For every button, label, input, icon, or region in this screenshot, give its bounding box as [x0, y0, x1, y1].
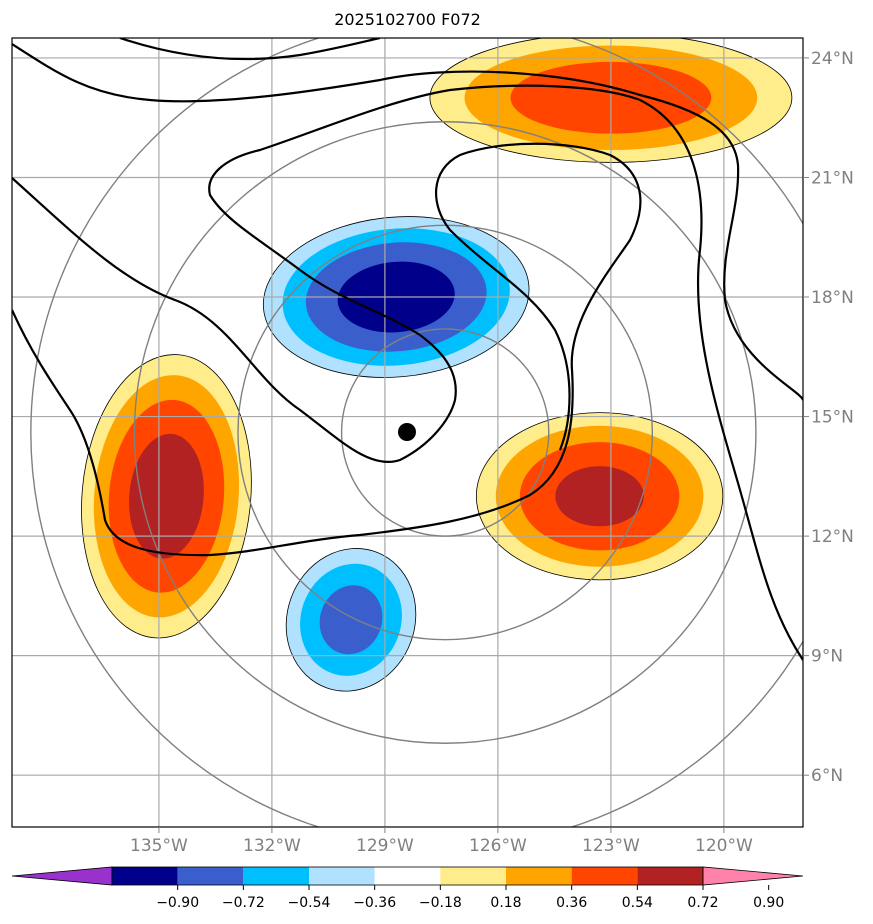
range-rings [30, 38, 803, 827]
plot-frame [11, 37, 804, 828]
x-tick-label: 123°W [582, 836, 640, 856]
y-tick-label: 12°N [811, 527, 854, 547]
y-tick-label: 21°N [811, 168, 854, 188]
colorbar-tick-label: −0.72 [222, 895, 265, 911]
contour-line [12, 43, 803, 401]
contour-line [12, 142, 642, 557]
colorbar-box [637, 867, 703, 885]
colorbar-tick-label: 0.72 [687, 895, 718, 911]
y-axis-ticks: 24°N 21°N 18°N 15°N 12°N 9°N 6°N [803, 49, 854, 786]
colorbar-box [374, 867, 441, 885]
colorbar-extend-low [11, 866, 113, 886]
x-axis-ticks: 135°W 132°W 129°W 126°W 123°W 120°W [130, 827, 753, 856]
x-tick-label: 126°W [469, 836, 527, 856]
range-ring [133, 121, 757, 744]
range-ring [237, 224, 654, 641]
x-tick-label: 129°W [356, 836, 414, 856]
colorbar-box [112, 867, 178, 885]
x-tick-label: 120°W [695, 836, 753, 856]
contour-label: 0.4 [542, 12, 567, 31]
x-tick-label: 135°W [130, 836, 188, 856]
y-tick-label: 9°N [811, 647, 843, 667]
map-plot-area: 0.5 0.4 [12, 12, 803, 827]
y-tick-label: 24°N [811, 49, 854, 69]
y-tick-label: 15°N [811, 408, 854, 428]
colorbar-box [571, 867, 638, 885]
colorbar-tick-label: 0.18 [490, 895, 521, 911]
colorbar-extend-high [702, 866, 804, 886]
contour-line [119, 38, 381, 61]
range-ring [340, 328, 550, 537]
colorbar-frame [111, 866, 704, 886]
anomaly-fill [129, 433, 204, 559]
center-marker [398, 423, 416, 441]
colorbar-box [506, 867, 572, 885]
colorbar-box [440, 867, 506, 885]
colorbar: −0.90 −0.72 −0.54 −0.36 −0.18 0.18 0.36 0.54 0.7… [11, 866, 804, 911]
colorbar-box [243, 867, 309, 885]
contour-labels: 0.5 0.4 [335, 12, 567, 43]
range-ring [30, 38, 803, 827]
colorbar-tick-label: 0.36 [556, 895, 587, 911]
colorbar-tick-label: −0.90 [156, 895, 199, 911]
colorbar-tick-label: 0.54 [622, 895, 653, 911]
colorbar-tick-label: −0.54 [288, 895, 331, 911]
colorbar-tick-label: −0.18 [419, 895, 462, 911]
colorbar-tick-label: −0.36 [353, 895, 396, 911]
chart-title: 2025102700 F072 [334, 10, 481, 29]
anomaly-fill [555, 466, 644, 527]
anomaly-fill [319, 585, 383, 655]
anomaly-blob [475, 412, 724, 581]
black-contours [12, 38, 803, 661]
y-tick-label: 6°N [811, 766, 843, 786]
x-tick-label: 132°W [243, 836, 301, 856]
colorbar-box [309, 867, 375, 885]
colorbar-tick-label: 0.90 [753, 895, 784, 911]
contour-line [12, 84, 803, 661]
y-tick-label: 18°N [811, 288, 854, 308]
anomaly-blob [81, 354, 252, 639]
contour-label: 0.5 [335, 24, 360, 43]
colorbar-box [177, 867, 244, 885]
